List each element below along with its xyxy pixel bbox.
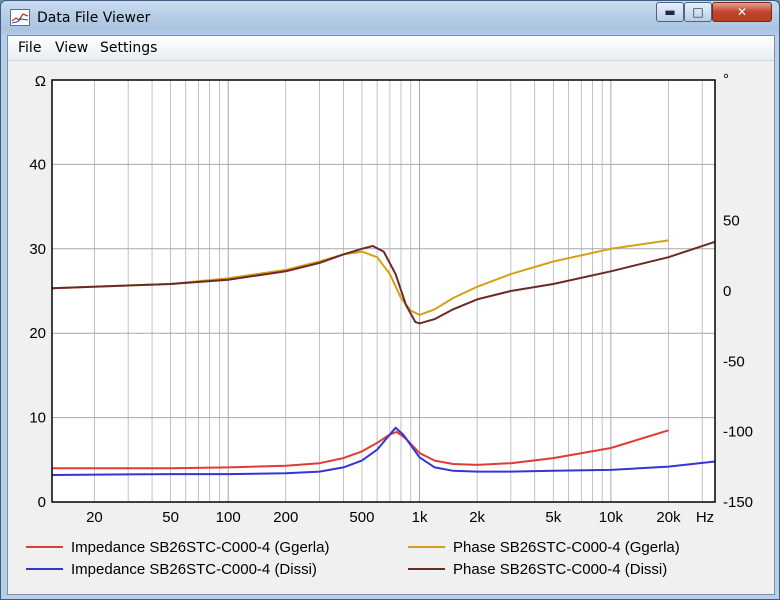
grid [52,80,715,502]
plot-frame [51,79,716,503]
close-button[interactable]: ✕ [712,2,772,22]
series-line-3 [51,239,669,316]
legend-label: Phase SB26STC-C000-4 (Ggerla) [453,539,680,556]
chart-app-icon [10,9,30,26]
left-tick-label: 0 [38,494,46,511]
menu-view[interactable]: View [55,40,89,56]
window-title: Data File Viewer [37,10,151,26]
client-area: File View Settings 20 50 100 200 500 1k 2k 5k 10… [7,35,775,595]
x-tick-label: 10k [599,509,624,526]
right-tick-label: -50 [723,353,745,370]
x-tick-label: 20 [86,509,103,526]
x-tick-label: 1k [412,509,428,526]
series-line-2 [51,426,716,476]
x-tick-label: 50 [162,509,179,526]
right-tick-label: -100 [723,424,753,441]
maximize-button[interactable]: □ [684,2,712,22]
legend: Impedance SB26STC-C000-4 (Ggerla) Phase S… [26,539,680,578]
x-tick-label: 2k [469,509,485,526]
impedance-phase-chart: 20 50 100 200 500 1k 2k 5k 10k 20k Hz010203040Ω-15… [26,71,753,578]
series-layer [51,239,716,476]
menu-bar: File View Settings [8,36,774,61]
menu-settings[interactable]: Settings [100,40,158,56]
right-tick-label: 0 [723,283,731,300]
axes: 20 50 100 200 500 1k 2k 5k 10k 20k Hz010203040Ω-15… [29,71,753,526]
x-unit-label: Hz [696,509,714,526]
series-line-4 [51,240,716,325]
menu-file[interactable]: File [18,40,42,56]
x-tick-label: 100 [216,509,241,526]
left-tick-label: 40 [29,156,46,173]
legend-label: Impedance SB26STC-C000-4 (Ggerla) [71,539,329,556]
right-tick-label: 50 [723,213,740,230]
legend-label: Phase SB26STC-C000-4 (Dissi) [453,561,667,578]
left-tick-label: 30 [29,241,46,258]
x-tick-label: 5k [545,509,561,526]
title-bar[interactable]: Data File Viewer ▬ □ ✕ [1,1,779,35]
legend-label: Impedance SB26STC-C000-4 (Dissi) [71,561,317,578]
series-line-1 [52,429,669,470]
x-tick-label: 500 [349,509,374,526]
right-unit-label: ° [723,71,729,88]
x-tick-label: 20k [656,509,681,526]
right-tick-label: -150 [723,494,753,511]
x-tick-label: 200 [273,509,298,526]
minimize-button[interactable]: ▬ [656,2,684,22]
chart-area: 20 50 100 200 500 1k 2k 5k 10k 20k Hz 0 10 20 30 40 Ω -15… [8,61,774,594]
plot-background [52,80,715,502]
left-tick-label: 10 [29,410,46,427]
left-tick-label: 20 [29,325,46,342]
left-unit-label: Ω [35,73,46,90]
